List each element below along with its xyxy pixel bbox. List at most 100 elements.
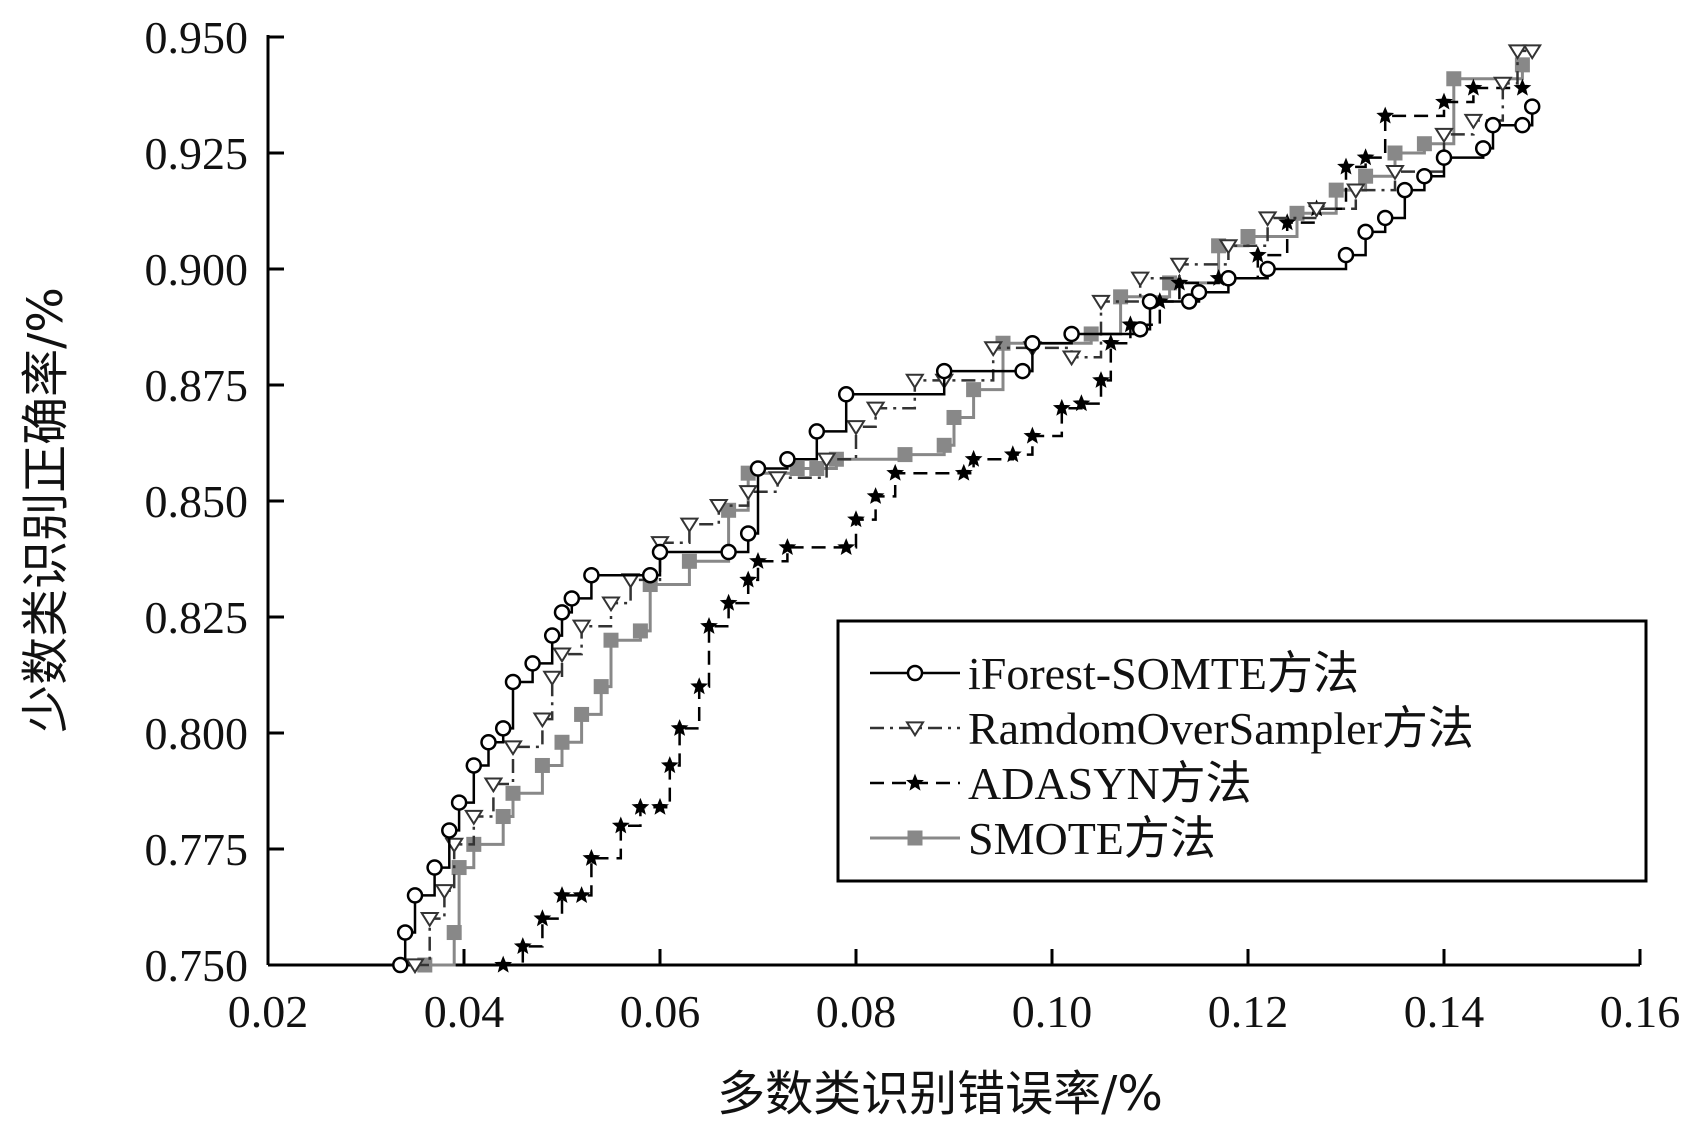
data-point [1356, 148, 1375, 166]
x-tick-label: 0.02 [228, 986, 309, 1037]
data-point [789, 461, 805, 477]
data-point [1289, 205, 1305, 221]
data-point [632, 623, 648, 639]
data-point [603, 632, 619, 648]
y-tick-label: 0.900 [145, 244, 249, 295]
data-point [904, 373, 925, 390]
data-point [593, 679, 609, 695]
data-point [503, 740, 523, 757]
data-point [1396, 181, 1414, 199]
data-point [749, 551, 767, 569]
data-point [1101, 333, 1120, 351]
data-point [1474, 140, 1492, 157]
data-point [1463, 113, 1484, 130]
y-tick-label: 0.825 [145, 592, 249, 643]
x-tick-label: 0.04 [424, 986, 505, 1037]
data-point [1492, 76, 1513, 93]
data-point [1464, 78, 1483, 96]
legend-entry: RamdomOverSampler方法 [870, 703, 1474, 754]
data-point [1259, 260, 1276, 278]
x-axis-title: 多数类识别错误率/% [717, 1066, 1163, 1122]
data-point [611, 816, 630, 834]
data-point [1072, 394, 1091, 412]
data-point [553, 886, 571, 904]
data-point [1130, 271, 1151, 288]
data-point [837, 386, 855, 403]
data-point [847, 510, 865, 528]
data-point [670, 719, 689, 736]
data-point [935, 362, 953, 380]
data-point [1357, 223, 1374, 241]
data-point [1484, 116, 1502, 134]
data-point [405, 958, 425, 975]
data-point [1328, 182, 1344, 198]
data-point [866, 487, 885, 504]
y-axis-title: 少数类识别正确率/% [18, 287, 74, 733]
legend: iForest-SOMTE方法RamdomOverSampler方法ADASYN… [836, 619, 1648, 883]
data-point [738, 485, 759, 501]
legend-marker [906, 664, 924, 682]
data-point [631, 797, 650, 815]
y-tick-label: 0.750 [145, 940, 249, 991]
x-tick-label: 0.06 [620, 986, 701, 1037]
data-point [739, 570, 758, 588]
y-tick-label: 0.875 [145, 360, 249, 411]
data-point [392, 956, 409, 974]
data-point [837, 538, 856, 556]
data-point [983, 341, 1004, 357]
data-point [1131, 321, 1149, 338]
data-point [1416, 136, 1432, 152]
x-tick-label: 0.16 [1600, 986, 1681, 1037]
series-group [392, 44, 1543, 975]
data-point [1063, 325, 1080, 343]
data-point [1278, 213, 1297, 231]
data-point [563, 590, 581, 607]
data-point [1337, 157, 1355, 175]
data-point [1387, 145, 1403, 161]
data-point [778, 538, 797, 556]
data-point [660, 756, 679, 774]
data-point [1522, 44, 1543, 61]
data-point [601, 596, 621, 613]
data-point [505, 785, 521, 801]
data-point [1337, 246, 1355, 264]
data-point [1092, 371, 1110, 388]
data-point [1435, 92, 1453, 110]
data-point [446, 925, 462, 941]
data-point [1345, 183, 1366, 200]
x-tick-label: 0.12 [1208, 986, 1289, 1037]
data-point [1446, 71, 1462, 87]
data-point [426, 859, 443, 876]
data-point [1220, 270, 1237, 287]
data-point [572, 886, 591, 904]
legend-box [836, 619, 1648, 883]
data-point [483, 777, 504, 794]
legend-label: iForest-SOMTE方法 [968, 648, 1359, 699]
data-point [1358, 168, 1374, 184]
data-point [767, 471, 788, 487]
data-point [513, 937, 532, 955]
data-point [650, 536, 670, 552]
data-point [554, 734, 570, 750]
data-point [553, 604, 571, 621]
legend-entry: iForest-SOMTE方法 [870, 648, 1359, 699]
data-point [494, 720, 512, 737]
data-point [719, 593, 738, 611]
data-point [641, 566, 659, 584]
data-point [1024, 334, 1041, 352]
data-point [1416, 167, 1433, 185]
data-point [779, 450, 796, 468]
data-point [1376, 209, 1394, 227]
data-point [1014, 362, 1031, 380]
data-point [1514, 57, 1530, 73]
data-point [552, 647, 572, 664]
data-point [964, 449, 983, 467]
series-0 [392, 98, 1541, 974]
data-point [946, 409, 962, 425]
x-tick-label: 0.14 [1404, 986, 1485, 1037]
data-point [480, 734, 497, 751]
data-point [816, 452, 837, 469]
series-3 [417, 57, 1530, 973]
data-point [532, 712, 553, 729]
